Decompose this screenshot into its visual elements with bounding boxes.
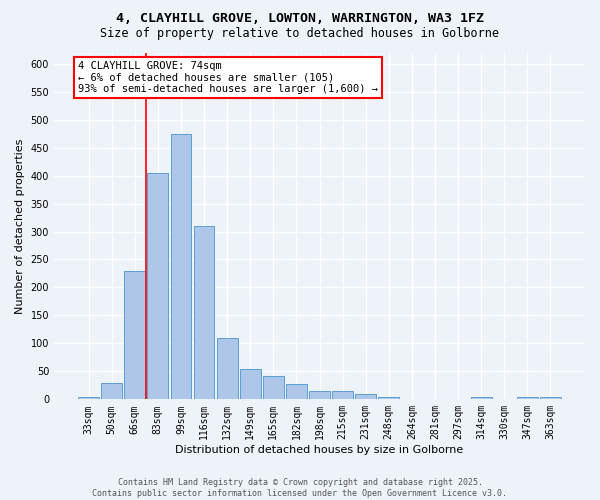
Bar <box>263 376 284 400</box>
Text: 4, CLAYHILL GROVE, LOWTON, WARRINGTON, WA3 1FZ: 4, CLAYHILL GROVE, LOWTON, WARRINGTON, W… <box>116 12 484 26</box>
Text: Size of property relative to detached houses in Golborne: Size of property relative to detached ho… <box>101 28 499 40</box>
Bar <box>240 368 260 400</box>
Bar <box>124 270 145 400</box>
X-axis label: Distribution of detached houses by size in Golborne: Distribution of detached houses by size … <box>175 445 464 455</box>
Bar <box>309 391 330 400</box>
Bar <box>194 226 214 400</box>
Bar <box>286 384 307 400</box>
Bar <box>540 397 561 400</box>
Bar <box>471 397 491 400</box>
Bar <box>332 391 353 400</box>
Bar <box>78 396 99 400</box>
Text: 4 CLAYHILL GROVE: 74sqm
← 6% of detached houses are smaller (105)
93% of semi-de: 4 CLAYHILL GROVE: 74sqm ← 6% of detached… <box>78 61 378 94</box>
Text: Contains HM Land Registry data © Crown copyright and database right 2025.
Contai: Contains HM Land Registry data © Crown c… <box>92 478 508 498</box>
Bar <box>170 134 191 400</box>
Bar <box>101 382 122 400</box>
Y-axis label: Number of detached properties: Number of detached properties <box>15 138 25 314</box>
Bar <box>217 338 238 400</box>
Bar <box>379 397 399 400</box>
Bar <box>355 394 376 400</box>
Bar <box>148 173 168 400</box>
Bar <box>517 397 538 400</box>
